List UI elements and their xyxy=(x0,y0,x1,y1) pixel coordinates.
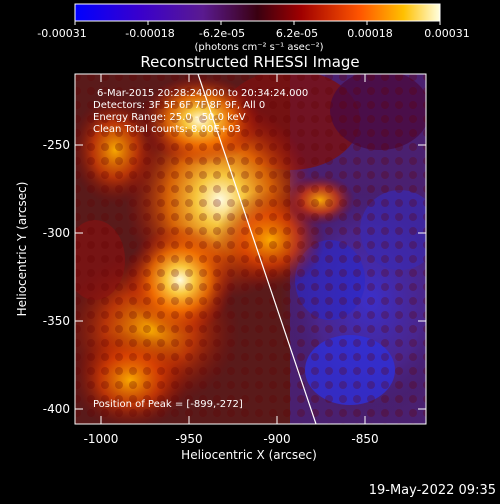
colorbar-gradient xyxy=(74,3,441,22)
x-tick-label: -850 xyxy=(351,432,378,446)
rhessi-image xyxy=(75,74,426,424)
plot-title: Reconstructed RHESSI Image xyxy=(140,53,359,71)
annotation-peak-position: Position of Peak = [-899,-272] xyxy=(93,399,243,410)
axis-ticks xyxy=(75,74,426,424)
colorbar-unit-label: (photons cm⁻² s⁻¹ asec⁻²) xyxy=(194,42,323,53)
footer-timestamp: 19-May-2022 09:35 xyxy=(369,483,496,498)
y-tick-label: -250 xyxy=(43,138,70,152)
x-tick-label: -950 xyxy=(175,432,202,446)
colorbar-tick-label: -0.00031 xyxy=(37,27,86,40)
annotation-time-range: 6-Mar-2015 20:28:24.000 to 20:34:24.000 xyxy=(97,88,308,99)
x-axis-label: Heliocentric X (arcsec) xyxy=(181,448,317,462)
x-tick-label: -1000 xyxy=(84,432,119,446)
colorbar-tick-label: -6.2e-05 xyxy=(199,27,245,40)
y-tick-label: -400 xyxy=(43,402,70,416)
annotation-detectors: Detectors: 3F 5F 6F 7F 8F 9F, All 0 xyxy=(93,100,265,111)
colorbar-tick-label: -0.00018 xyxy=(125,27,174,40)
y-axis-label: Heliocentric Y (arcsec) xyxy=(15,182,29,317)
plot-frame xyxy=(74,73,427,425)
colorbar-tick-label: 6.2e-05 xyxy=(276,27,318,40)
y-tick-label: -300 xyxy=(43,226,70,240)
annotation-energy-range: Energy Range: 25.0 - 50.0 keV xyxy=(93,112,246,123)
annotations: 6-Mar-2015 20:28:24.000 to 20:34:24.000 … xyxy=(93,88,308,410)
colorbar-tick-label: 0.00031 xyxy=(424,27,470,40)
annotation-clean-counts: Clean Total counts: 8.00E+03 xyxy=(93,124,241,135)
colorbar: -0.00031 -0.00018 -6.2e-05 6.2e-05 0.000… xyxy=(37,3,470,53)
y-tick-label: -350 xyxy=(43,314,70,328)
colorbar-tick-label: 0.00018 xyxy=(347,27,393,40)
solar-limb-line xyxy=(197,74,317,424)
x-tick-label: -900 xyxy=(263,432,290,446)
